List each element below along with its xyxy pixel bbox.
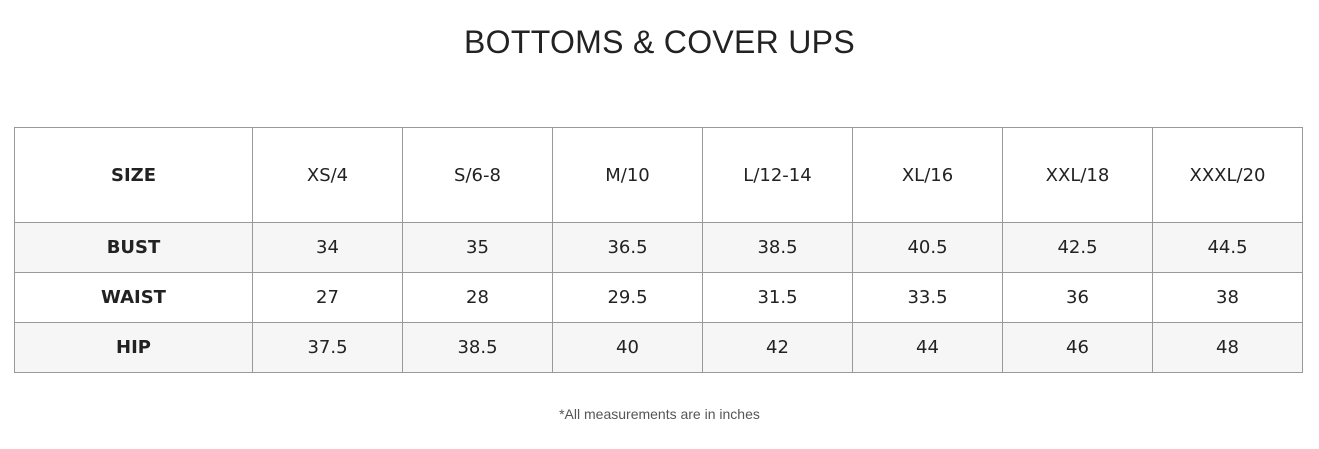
table-cell: 44 xyxy=(852,322,1003,373)
table-cell: 34 xyxy=(252,222,403,273)
table-cell: 42 xyxy=(702,322,853,373)
table-cell: 38.5 xyxy=(702,222,853,273)
table-cell: S/6-8 xyxy=(402,127,553,223)
table-cell: M/10 xyxy=(552,127,703,223)
table-cell: XS/4 xyxy=(252,127,403,223)
table-cell: 36.5 xyxy=(552,222,703,273)
table-cell: 35 xyxy=(402,222,553,273)
row-label: HIP xyxy=(14,322,253,373)
table-cell: XXL/18 xyxy=(1002,127,1153,223)
table-cell: 46 xyxy=(1002,322,1153,373)
table-cell: 38 xyxy=(1152,272,1303,323)
table-cell: 40 xyxy=(552,322,703,373)
table-cell: 28 xyxy=(402,272,553,323)
table-cell: XXXL/20 xyxy=(1152,127,1303,223)
table-cell: L/12-14 xyxy=(702,127,853,223)
table-cell: 37.5 xyxy=(252,322,403,373)
table-cell: 31.5 xyxy=(702,272,853,323)
table-cell: 27 xyxy=(252,272,403,323)
table-cell: XL/16 xyxy=(852,127,1003,223)
row-label: SIZE xyxy=(14,127,253,223)
table-cell: 33.5 xyxy=(852,272,1003,323)
table-cell: 40.5 xyxy=(852,222,1003,273)
table-cell: 29.5 xyxy=(552,272,703,323)
table-header-row: SIZE XS/4 S/6-8 M/10 L/12-14 XL/16 XXL/18 XXXL/… xyxy=(14,127,1303,223)
table-row: HIP 37.5 38.5 40 42 44 46 48 xyxy=(14,322,1303,373)
table-row: WAIST 27 28 29.5 31.5 33.5 36 38 xyxy=(14,272,1303,323)
table-row: BUST 34 35 36.5 38.5 40.5 42.5 44.5 xyxy=(14,222,1303,273)
table-cell: 42.5 xyxy=(1002,222,1153,273)
table-cell: 36 xyxy=(1002,272,1153,323)
measurement-note: *All measurements are in inches xyxy=(559,406,760,422)
table-cell: 44.5 xyxy=(1152,222,1303,273)
table-cell: 38.5 xyxy=(402,322,553,373)
row-label: BUST xyxy=(14,222,253,273)
size-chart-table: SIZE XS/4 S/6-8 M/10 L/12-14 XL/16 XXL/18 XXXL/… xyxy=(14,127,1303,373)
page-title: BOTTOMS & COVER UPS xyxy=(464,24,855,60)
table-cell: 48 xyxy=(1152,322,1303,373)
row-label: WAIST xyxy=(14,272,253,323)
